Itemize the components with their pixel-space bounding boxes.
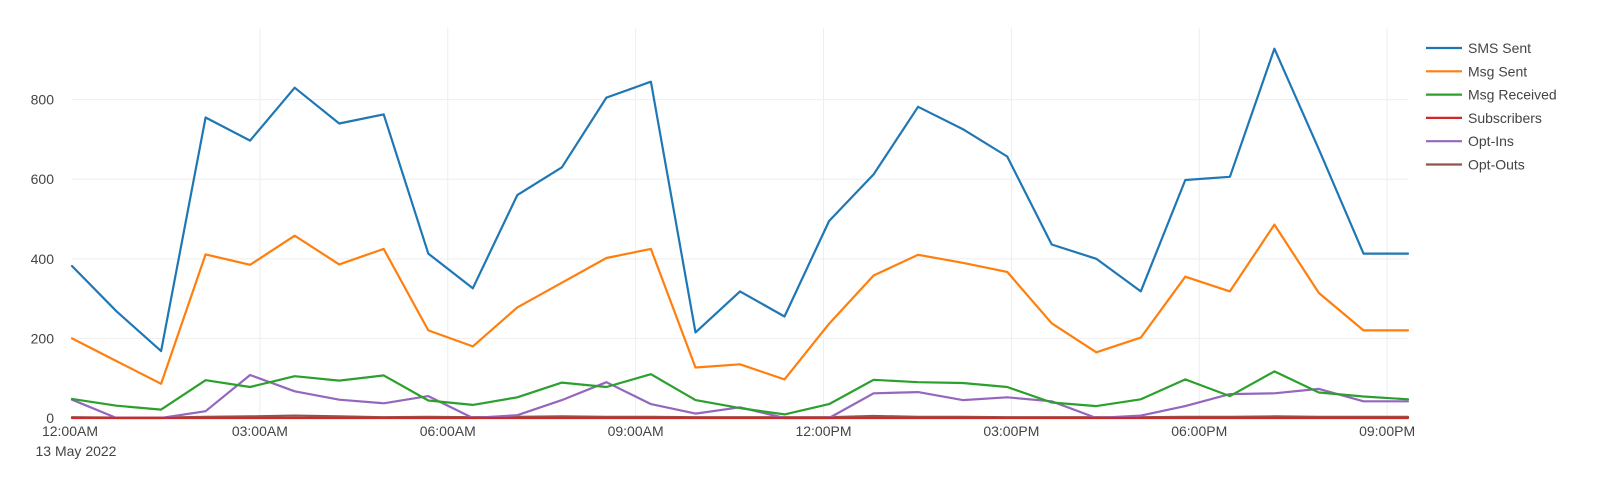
x-tick-label: 09:00AM	[608, 423, 664, 439]
legend-item-opt-ins[interactable]: Opt-Ins	[1426, 133, 1514, 149]
y-tick-label: 200	[31, 330, 55, 346]
y-tick-label: 400	[31, 251, 55, 267]
y-tick-label: 600	[31, 171, 55, 187]
series-line-sms-sent[interactable]	[70, 47, 1410, 353]
legend-item-msg-sent[interactable]: Msg Sent	[1426, 63, 1527, 79]
x-tick-label: 06:00PM	[1171, 423, 1227, 439]
legend-item-msg-received[interactable]: Msg Received	[1426, 87, 1557, 103]
series-line-msg-sent[interactable]	[70, 223, 1410, 385]
x-tick-label: 12:00PM	[795, 423, 851, 439]
y-tick-label: 0	[46, 410, 54, 426]
series-layer	[70, 47, 1410, 420]
y-tick-label: 800	[31, 92, 55, 108]
grid-layer	[72, 28, 1408, 418]
legend-label: Subscribers	[1468, 110, 1542, 126]
legend[interactable]: SMS Sent Msg Sent Msg Received Subscribers O…	[1426, 40, 1557, 173]
legend-label: Opt-Outs	[1468, 157, 1525, 173]
legend-label: Opt-Ins	[1468, 133, 1514, 149]
legend-label: Msg Received	[1468, 87, 1557, 103]
x-tick-label: 06:00AM	[420, 423, 476, 439]
x-date-label: 13 May 2022	[36, 443, 117, 459]
legend-item-opt-outs[interactable]: Opt-Outs	[1426, 157, 1525, 173]
x-tick-label: 03:00AM	[232, 423, 288, 439]
legend-item-sms-sent[interactable]: SMS Sent	[1426, 40, 1531, 56]
x-tick-label: 09:00PM	[1359, 423, 1415, 439]
legend-label: Msg Sent	[1468, 63, 1527, 79]
x-tick-label: 03:00PM	[983, 423, 1039, 439]
axis-layer: 0 200 400 600 800 12:00AM 03:00AM 06:00AM 09:00A…	[31, 92, 1416, 459]
x-tick-label: 12:00AM	[42, 423, 98, 439]
legend-item-subscribers[interactable]: Subscribers	[1426, 110, 1542, 126]
series-line-msg-received[interactable]	[70, 370, 1410, 416]
legend-label: SMS Sent	[1468, 40, 1531, 56]
